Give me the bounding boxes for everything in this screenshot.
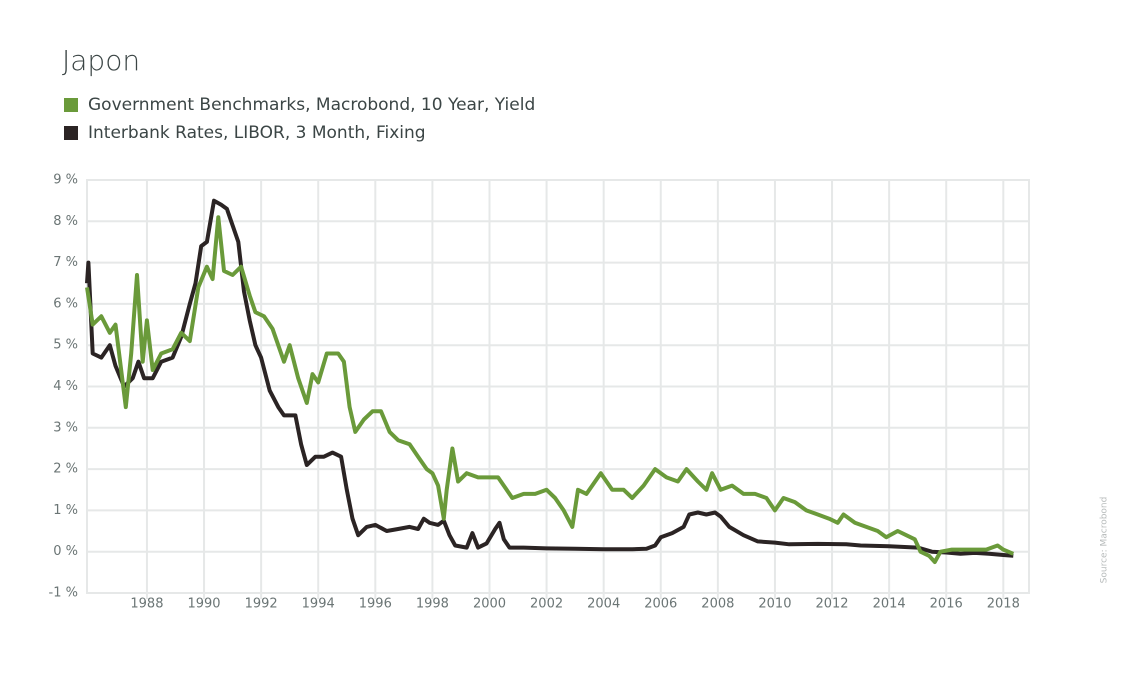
x-tick-label: 1992 — [245, 597, 278, 612]
y-tick-label: 6 % — [53, 296, 78, 311]
x-tick-label: 2014 — [873, 597, 906, 612]
x-tick-label: 2000 — [473, 597, 506, 612]
series-line — [85, 198, 1014, 558]
y-tick-label: 2 % — [53, 462, 78, 477]
x-tick-label: 1988 — [130, 597, 163, 612]
chart-title: Japon — [62, 44, 140, 77]
x-tick-label: 1990 — [187, 597, 220, 612]
y-tick-label: 0 % — [53, 544, 78, 559]
x-tick-label: 2006 — [644, 597, 677, 612]
x-tick-label: 1994 — [302, 597, 335, 612]
x-tick-label: 2016 — [930, 597, 963, 612]
y-tick-label: 7 % — [53, 255, 78, 270]
legend-swatch — [64, 98, 78, 112]
x-tick-label: 2012 — [815, 597, 848, 612]
series-line — [85, 215, 1015, 564]
x-tick-label: 1998 — [416, 597, 449, 612]
y-tick-label: 8 % — [53, 214, 78, 229]
y-tick-label: -1 % — [49, 586, 78, 601]
x-tick-label: 1996 — [359, 597, 392, 612]
legend-label: Government Benchmarks, Macrobond, 10 Yea… — [88, 95, 535, 115]
x-tick-label: 2004 — [587, 597, 620, 612]
y-tick-label: 1 % — [53, 503, 78, 518]
y-tick-label: 3 % — [53, 420, 78, 435]
x-tick-label: 2018 — [987, 597, 1020, 612]
x-tick-label: 2010 — [758, 597, 791, 612]
y-tick-label: 5 % — [53, 338, 78, 353]
legend-swatch — [64, 126, 78, 140]
legend-label: Interbank Rates, LIBOR, 3 Month, Fixing — [88, 123, 426, 143]
y-tick-label: 4 % — [53, 379, 78, 394]
source-note: Source: Macrobond — [1100, 497, 1110, 584]
x-tick-label: 2008 — [701, 597, 734, 612]
x-tick-label: 2002 — [530, 597, 563, 612]
y-tick-label: 9 % — [53, 173, 78, 188]
